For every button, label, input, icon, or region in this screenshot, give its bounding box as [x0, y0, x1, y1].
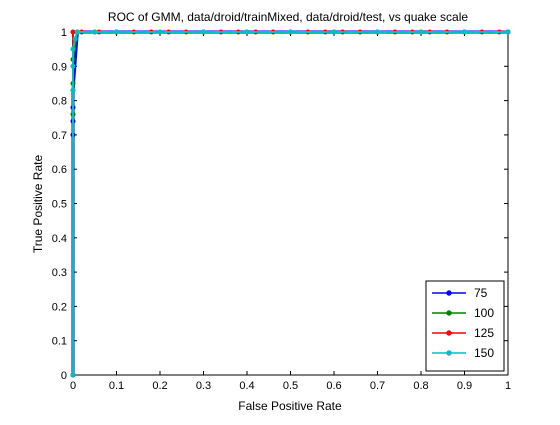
series-point-150: [288, 29, 293, 35]
series-point-150: [70, 46, 76, 52]
series-point-150: [74, 29, 80, 35]
legend-box: [425, 280, 505, 372]
x-tick-label: 0.4: [239, 380, 254, 392]
y-tick-label: 0.1: [52, 336, 67, 348]
legend-marker-100: [446, 310, 452, 316]
series-point-150: [70, 372, 76, 378]
series-point-150: [70, 87, 76, 93]
x-tick-label: 0.1: [109, 380, 124, 392]
legend-label-75: 75: [474, 286, 488, 300]
series-point-150: [331, 29, 337, 35]
x-axis-label: False Positive Rate: [238, 399, 342, 413]
series-point-150: [72, 36, 78, 42]
series-point-150: [462, 29, 467, 35]
series-point-150: [244, 29, 250, 35]
legend-label-150: 150: [474, 346, 494, 360]
x-tick-label: 0.5: [283, 380, 298, 392]
y-axis-label: True Positive Rate: [31, 155, 45, 254]
y-tick-label: 0.5: [52, 199, 67, 211]
series-point-125: [70, 29, 76, 35]
x-tick-label: 0: [70, 380, 76, 392]
x-tick-label: 0.7: [370, 380, 385, 392]
x-tick-label: 0.6: [326, 380, 341, 392]
series-point-150: [114, 29, 119, 35]
x-tick-label: 0.8: [413, 380, 428, 392]
chart-title: ROC of GMM, data/droid/trainMixed, data/…: [108, 10, 468, 24]
y-tick-label: 0.7: [52, 130, 67, 142]
y-tick-label: 1: [61, 27, 67, 39]
y-tick-label: 0.3: [52, 267, 67, 279]
series-point-150: [201, 29, 206, 35]
series-point-150: [375, 29, 380, 35]
x-tick-label: 0.9: [457, 380, 472, 392]
y-tick-label: 0.4: [52, 233, 67, 245]
plot-area: 0 0.1 0.2 0.3 0.4 0.5 0.6 0.7 0.8 0.9 1 0 0.1 0.2 0.3 0…: [52, 27, 511, 392]
legend-marker-150: [446, 350, 452, 356]
legend-marker-75: [446, 290, 452, 296]
x-tick-label: 0.2: [152, 380, 167, 392]
x-tick-label: 1: [505, 380, 511, 392]
y-tick-label: 0.2: [52, 301, 67, 313]
series-point-150: [418, 29, 424, 35]
y-tick-label: 0.8: [52, 96, 67, 108]
series-point-150: [157, 29, 163, 35]
y-tick-label: 0: [61, 370, 67, 382]
series-point-150: [70, 63, 76, 69]
x-tick-label: 0.3: [196, 380, 211, 392]
y-tick-label: 0.6: [52, 164, 67, 176]
y-tick-label: 0.9: [52, 61, 67, 73]
legend-marker-125: [446, 330, 452, 336]
series-point-150: [505, 29, 511, 35]
legend-label-100: 100: [474, 306, 494, 320]
legend-label-125: 125: [474, 326, 494, 340]
series-point-150: [92, 29, 98, 35]
legend: 75 100 125 150: [425, 280, 505, 372]
